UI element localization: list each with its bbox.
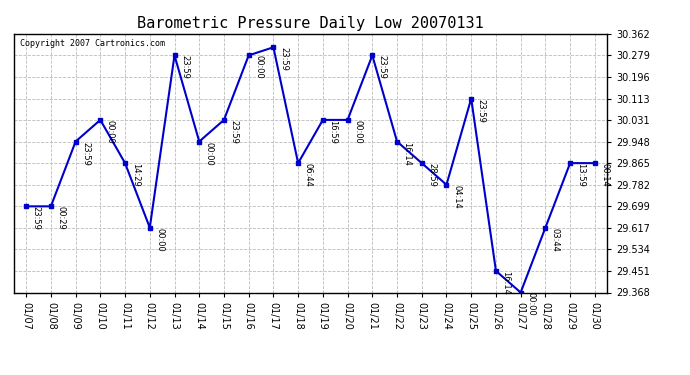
Text: 16:14: 16:14 [502, 271, 511, 295]
Text: 23:59: 23:59 [230, 120, 239, 144]
Text: 00:00: 00:00 [205, 141, 214, 165]
Text: Copyright 2007 Cartronics.com: Copyright 2007 Cartronics.com [20, 39, 165, 48]
Text: 14:29: 14:29 [130, 163, 139, 187]
Text: 23:59: 23:59 [180, 56, 189, 79]
Text: 00:00: 00:00 [254, 56, 264, 79]
Text: 23:59: 23:59 [378, 56, 387, 79]
Text: 00:00: 00:00 [155, 228, 164, 251]
Text: 16:14: 16:14 [402, 141, 412, 165]
Text: 23:59: 23:59 [81, 141, 90, 165]
Text: 00:29: 00:29 [57, 206, 66, 230]
Text: 13:59: 13:59 [575, 163, 584, 187]
Text: 04:14: 04:14 [452, 185, 461, 209]
Title: Barometric Pressure Daily Low 20070131: Barometric Pressure Daily Low 20070131 [137, 16, 484, 31]
Text: 00:00: 00:00 [106, 120, 115, 144]
Text: 16:59: 16:59 [328, 120, 337, 144]
Text: 06:44: 06:44 [304, 163, 313, 187]
Text: 23:59: 23:59 [477, 99, 486, 123]
Text: 23:59: 23:59 [32, 206, 41, 230]
Text: 00:00: 00:00 [353, 120, 362, 144]
Text: 23:59: 23:59 [279, 47, 288, 71]
Text: 28:59: 28:59 [427, 163, 436, 187]
Text: 03:44: 03:44 [551, 228, 560, 252]
Text: 00:00: 00:00 [526, 292, 535, 316]
Text: 00:14: 00:14 [600, 163, 609, 187]
